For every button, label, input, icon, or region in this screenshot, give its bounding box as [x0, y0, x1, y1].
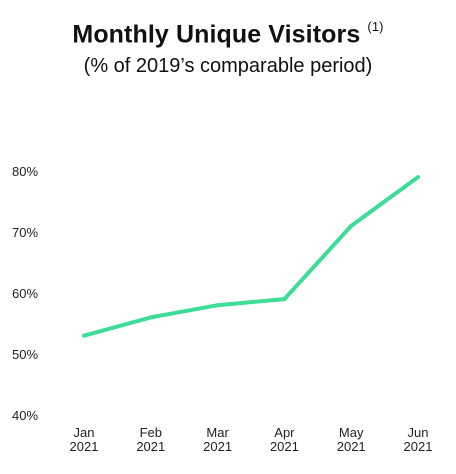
series-group — [82, 175, 420, 338]
data-point — [215, 303, 220, 308]
chart-subtitle: (% of 2019’s comparable period) — [83, 55, 373, 78]
y-tick-label: 60% — [12, 286, 38, 301]
x-tick-month: Jan — [74, 425, 95, 440]
chart-header: Monthly Unique Visitors (1) (% of 2019’s… — [0, 12, 456, 81]
x-tick-month: Mar — [206, 425, 229, 440]
data-point — [349, 223, 354, 228]
x-tick-month: Jun — [408, 425, 429, 440]
x-tick-label: Feb 2021 — [136, 425, 165, 454]
x-tick-year: 2021 — [203, 439, 232, 454]
chart-title-text: Monthly Unique Visitors — [72, 20, 361, 49]
x-tick-month: Feb — [140, 425, 162, 440]
x-tick-label: Apr 2021 — [270, 425, 299, 454]
y-axis: 40% 50% 60% 70% 80% — [12, 164, 38, 423]
data-point — [416, 175, 420, 180]
x-tick-month: May — [339, 425, 364, 440]
data-point — [82, 333, 86, 338]
series-line — [83, 175, 420, 338]
y-tick-label: 40% — [12, 408, 38, 423]
x-tick-year: 2021 — [404, 439, 433, 454]
y-tick-label: 80% — [12, 164, 38, 179]
x-tick-label: Jan 2021 — [70, 425, 99, 454]
data-point — [148, 315, 153, 320]
x-tick-label: May 2021 — [337, 425, 366, 454]
x-tick-label: Mar 2021 — [203, 425, 232, 454]
y-tick-label: 50% — [12, 347, 38, 362]
data-point — [282, 297, 287, 302]
y-tick-label: 70% — [12, 225, 38, 240]
x-tick-label: Jun 2021 — [404, 425, 433, 454]
x-tick-year: 2021 — [337, 439, 366, 454]
x-tick-month: Apr — [274, 425, 295, 440]
x-tick-year: 2021 — [70, 439, 99, 454]
title-footnote-marker: (1) — [367, 19, 384, 34]
x-tick-year: 2021 — [136, 439, 165, 454]
x-tick-year: 2021 — [270, 439, 299, 454]
chart-title: Monthly Unique Visitors (1) — [0, 12, 456, 51]
